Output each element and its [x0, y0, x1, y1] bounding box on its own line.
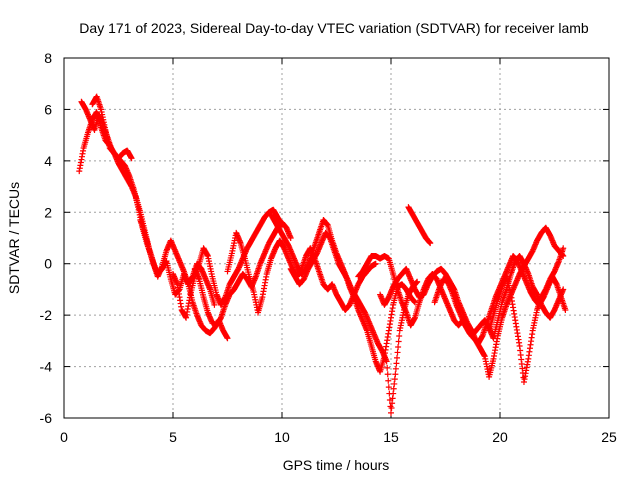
data-point	[393, 354, 400, 361]
data-point	[395, 343, 402, 350]
chart-title: Day 171 of 2023, Sidereal Day-to-day VTE…	[79, 20, 589, 36]
y-tick-label: 0	[44, 256, 52, 272]
data-point	[392, 371, 399, 378]
x-tick-label: 15	[383, 429, 399, 445]
data-point	[427, 240, 434, 247]
y-tick-label: 6	[44, 101, 52, 117]
data-point	[384, 371, 391, 378]
data-point	[396, 333, 403, 340]
data-point	[287, 235, 294, 241]
y-tick-label: -2	[40, 307, 53, 323]
data-point	[414, 278, 421, 285]
axis-ticks: 0 5 10 15 20 25 -6 -4 -2 0 2 4 6 8	[40, 50, 617, 445]
data-point	[224, 335, 231, 342]
series-arc-9	[287, 229, 421, 416]
x-axis-label: GPS time / hours	[283, 457, 390, 473]
y-tick-label: -4	[40, 359, 53, 375]
data-point	[560, 245, 567, 252]
series-arc-13	[486, 245, 567, 385]
y-tick-label: 8	[44, 50, 52, 66]
data-point	[211, 301, 218, 308]
x-tick-label: 25	[601, 429, 617, 445]
x-tick-label: 10	[274, 429, 290, 445]
series-arc-6	[191, 219, 294, 329]
data-point	[395, 338, 402, 345]
series-arc-14	[405, 204, 434, 247]
data-point	[393, 360, 400, 367]
y-tick-label: 4	[44, 153, 52, 169]
data-point	[128, 155, 135, 162]
data-point	[562, 307, 569, 313]
plot-frame	[63, 57, 610, 419]
data-point	[384, 364, 391, 371]
series-arc-3	[89, 93, 135, 162]
x-tick-label: 0	[60, 429, 68, 445]
y-tick-label: 2	[44, 204, 52, 220]
x-tick-label: 5	[169, 429, 177, 445]
x-tick-label: 20	[492, 429, 508, 445]
data-point	[385, 384, 392, 391]
data-point	[383, 358, 390, 365]
y-tick-label: -6	[40, 410, 53, 426]
data-point	[394, 349, 401, 356]
data-point	[392, 365, 399, 372]
y-axis-label: SDTVAR / TECUs	[6, 182, 22, 294]
data-point	[372, 260, 379, 267]
data-marks	[76, 93, 569, 416]
data-point	[385, 377, 392, 384]
